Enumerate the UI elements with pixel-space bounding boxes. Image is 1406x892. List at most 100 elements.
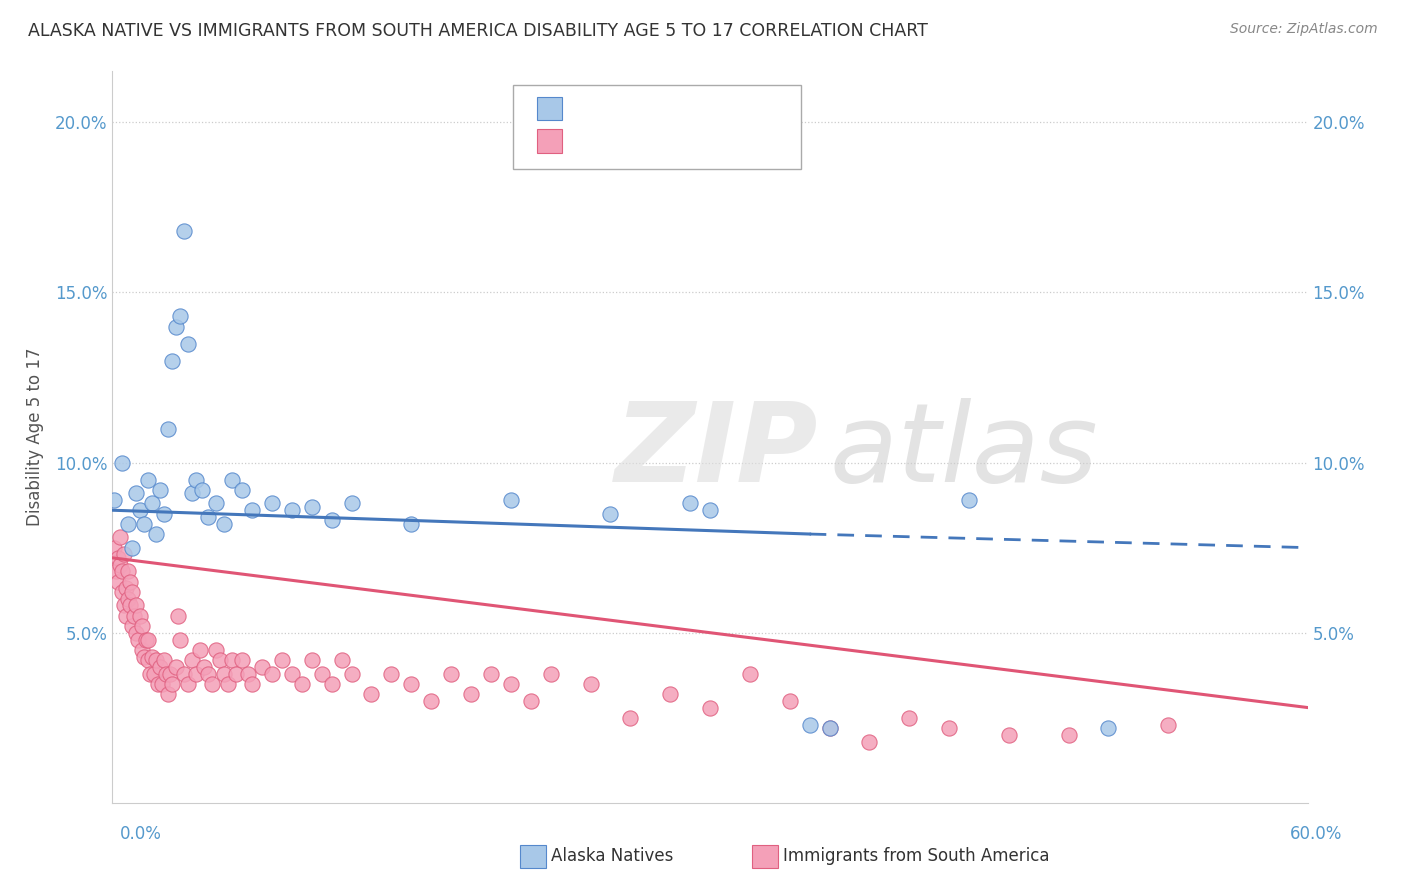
Point	[148, 677, 170, 691]
Point	[818, 721, 841, 735]
Point	[129, 503, 152, 517]
Point	[579, 677, 602, 691]
Point	[162, 353, 183, 368]
Text: Immigrants from South America: Immigrants from South America	[783, 847, 1050, 865]
Point	[212, 516, 235, 531]
Point	[143, 666, 166, 681]
Text: 0.0%: 0.0%	[120, 825, 162, 843]
Point	[225, 666, 247, 681]
Point	[153, 653, 176, 667]
Point	[311, 666, 333, 681]
Point	[440, 666, 463, 681]
Point	[181, 653, 204, 667]
Point	[240, 503, 263, 517]
Point	[165, 319, 187, 334]
Point	[231, 653, 253, 667]
Point	[217, 677, 239, 691]
Point	[619, 711, 641, 725]
Point	[193, 659, 215, 673]
Point	[169, 632, 191, 647]
Point	[138, 653, 160, 667]
Point	[150, 677, 173, 691]
Text: Source: ZipAtlas.com: Source: ZipAtlas.com	[1230, 22, 1378, 37]
Point	[957, 493, 980, 508]
Point	[340, 666, 363, 681]
Point	[221, 653, 243, 667]
Point	[197, 666, 219, 681]
Point	[699, 700, 721, 714]
Point	[114, 599, 135, 613]
Point	[114, 548, 135, 562]
Text: 41: 41	[689, 100, 711, 118]
Point	[260, 666, 283, 681]
Point	[117, 516, 139, 531]
Point	[127, 632, 149, 647]
Point	[111, 565, 134, 579]
Point	[1057, 728, 1080, 742]
Point	[121, 619, 143, 633]
Point	[107, 574, 129, 589]
Point	[145, 527, 167, 541]
Point	[401, 516, 423, 531]
Point	[281, 503, 304, 517]
Text: 60.0%: 60.0%	[1291, 825, 1343, 843]
Point	[177, 336, 200, 351]
Point	[186, 666, 208, 681]
Point	[1157, 717, 1180, 731]
Point	[103, 493, 125, 508]
Point	[145, 653, 167, 667]
Text: ZIP: ZIP	[614, 398, 818, 505]
Point	[149, 483, 172, 497]
Point	[157, 687, 180, 701]
Point	[141, 649, 163, 664]
Point	[117, 565, 139, 579]
Point	[138, 632, 160, 647]
Point	[169, 310, 191, 324]
Point	[818, 721, 841, 735]
Point	[599, 507, 621, 521]
Point	[162, 677, 183, 691]
Point	[270, 653, 292, 667]
Point	[105, 565, 128, 579]
Point	[111, 456, 134, 470]
Point	[129, 608, 152, 623]
Point	[197, 510, 219, 524]
Point	[779, 694, 801, 708]
Point	[201, 677, 224, 691]
Point	[149, 659, 172, 673]
Point	[250, 659, 273, 673]
Point	[380, 666, 402, 681]
Text: N =: N =	[655, 132, 703, 150]
Point	[221, 473, 243, 487]
Point	[173, 224, 195, 238]
Point	[115, 582, 138, 596]
Point	[121, 585, 143, 599]
Point	[291, 677, 314, 691]
Text: -0.367: -0.367	[609, 132, 668, 150]
Point	[799, 717, 821, 731]
Point	[138, 473, 160, 487]
Point	[321, 513, 343, 527]
Point	[191, 483, 214, 497]
Point	[141, 496, 163, 510]
Point	[159, 666, 181, 681]
Point	[165, 659, 187, 673]
Text: R =: R =	[574, 132, 610, 150]
Point	[260, 496, 283, 510]
Point	[231, 483, 253, 497]
Point	[205, 496, 228, 510]
Point	[460, 687, 482, 701]
Point	[124, 608, 146, 623]
Point	[134, 649, 156, 664]
Text: atlas: atlas	[830, 398, 1098, 505]
Point	[121, 541, 143, 555]
Point	[103, 541, 125, 555]
Point	[679, 496, 702, 510]
Point	[117, 591, 139, 606]
Point	[131, 619, 153, 633]
Point	[420, 694, 443, 708]
Point	[186, 473, 208, 487]
Text: R =: R =	[574, 100, 610, 118]
Point	[120, 574, 142, 589]
Point	[120, 599, 142, 613]
